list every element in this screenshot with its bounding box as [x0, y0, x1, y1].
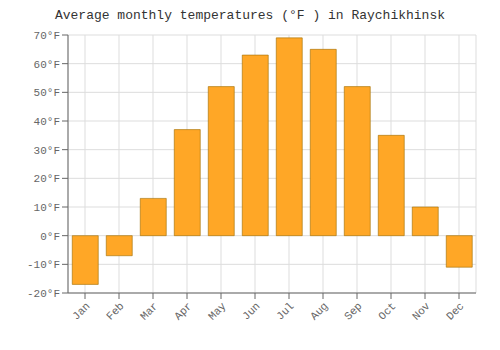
svg-text:Oct: Oct [376, 300, 398, 322]
svg-text:Feb: Feb [104, 300, 126, 322]
svg-text:Apr: Apr [172, 300, 194, 322]
svg-text:70°F: 70°F [34, 30, 60, 42]
svg-text:Jun: Jun [240, 300, 262, 322]
svg-text:-20°F: -20°F [27, 288, 60, 300]
svg-text:Jan: Jan [70, 300, 92, 322]
svg-text:60°F: 60°F [34, 59, 60, 71]
svg-text:May: May [206, 300, 229, 323]
svg-text:Sep: Sep [342, 300, 364, 322]
svg-text:Aug: Aug [308, 300, 330, 322]
svg-text:0°F: 0°F [40, 231, 60, 243]
svg-text:40°F: 40°F [34, 116, 60, 128]
svg-text:Jul: Jul [274, 300, 296, 322]
html-text:Average monthly temperatures (: Average monthly temperatures (°F ) in Ra… [55, 8, 445, 23]
svg-text:Mar: Mar [138, 300, 160, 322]
svg-text:20°F: 20°F [34, 173, 60, 185]
svg-text:Dec: Dec [444, 300, 466, 322]
svg-text:-10°F: -10°F [27, 259, 60, 271]
svg-text:30°F: 30°F [34, 145, 60, 157]
svg-text:Nov: Nov [410, 300, 433, 323]
svg-text:50°F: 50°F [34, 87, 60, 99]
svg-text:10°F: 10°F [34, 202, 60, 214]
